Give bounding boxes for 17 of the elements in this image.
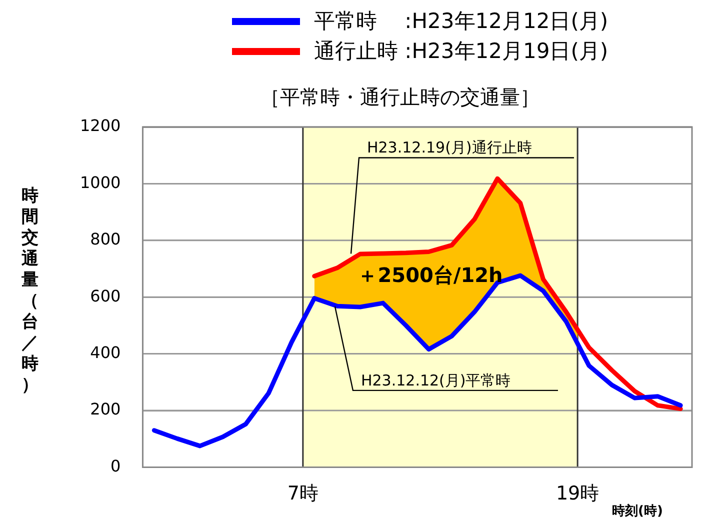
y-tick-label: 0 <box>110 456 121 476</box>
x-tick-label: 7時 <box>287 482 318 505</box>
y-tick-label: 800 <box>90 230 121 249</box>
y-tick-label: 600 <box>90 286 121 306</box>
text: 時間交通量（台／時） <box>22 186 38 395</box>
legend-label: 平常時 :H23年12月12日(月) <box>314 8 608 35</box>
legend-label: 通行止時 :H23年12月19日(月) <box>314 38 608 65</box>
chart-title: ［平常時・通行止時の交通量］ <box>259 84 541 111</box>
annotation: ＋2500台/12h <box>358 262 503 287</box>
x-tick-label: 19時 <box>556 482 600 505</box>
y-tick-label: 200 <box>90 400 121 419</box>
y-tick-label: 1000 <box>80 172 121 192</box>
y-tick-label: 1200 <box>80 116 121 136</box>
x-axis-title: 時刻(時) <box>612 502 663 520</box>
annotation: H23.12.12(月)平常時 <box>360 371 511 390</box>
annotation: H23.12.19(月)通行止時 <box>366 138 532 157</box>
y-tick-label: 400 <box>90 342 121 362</box>
